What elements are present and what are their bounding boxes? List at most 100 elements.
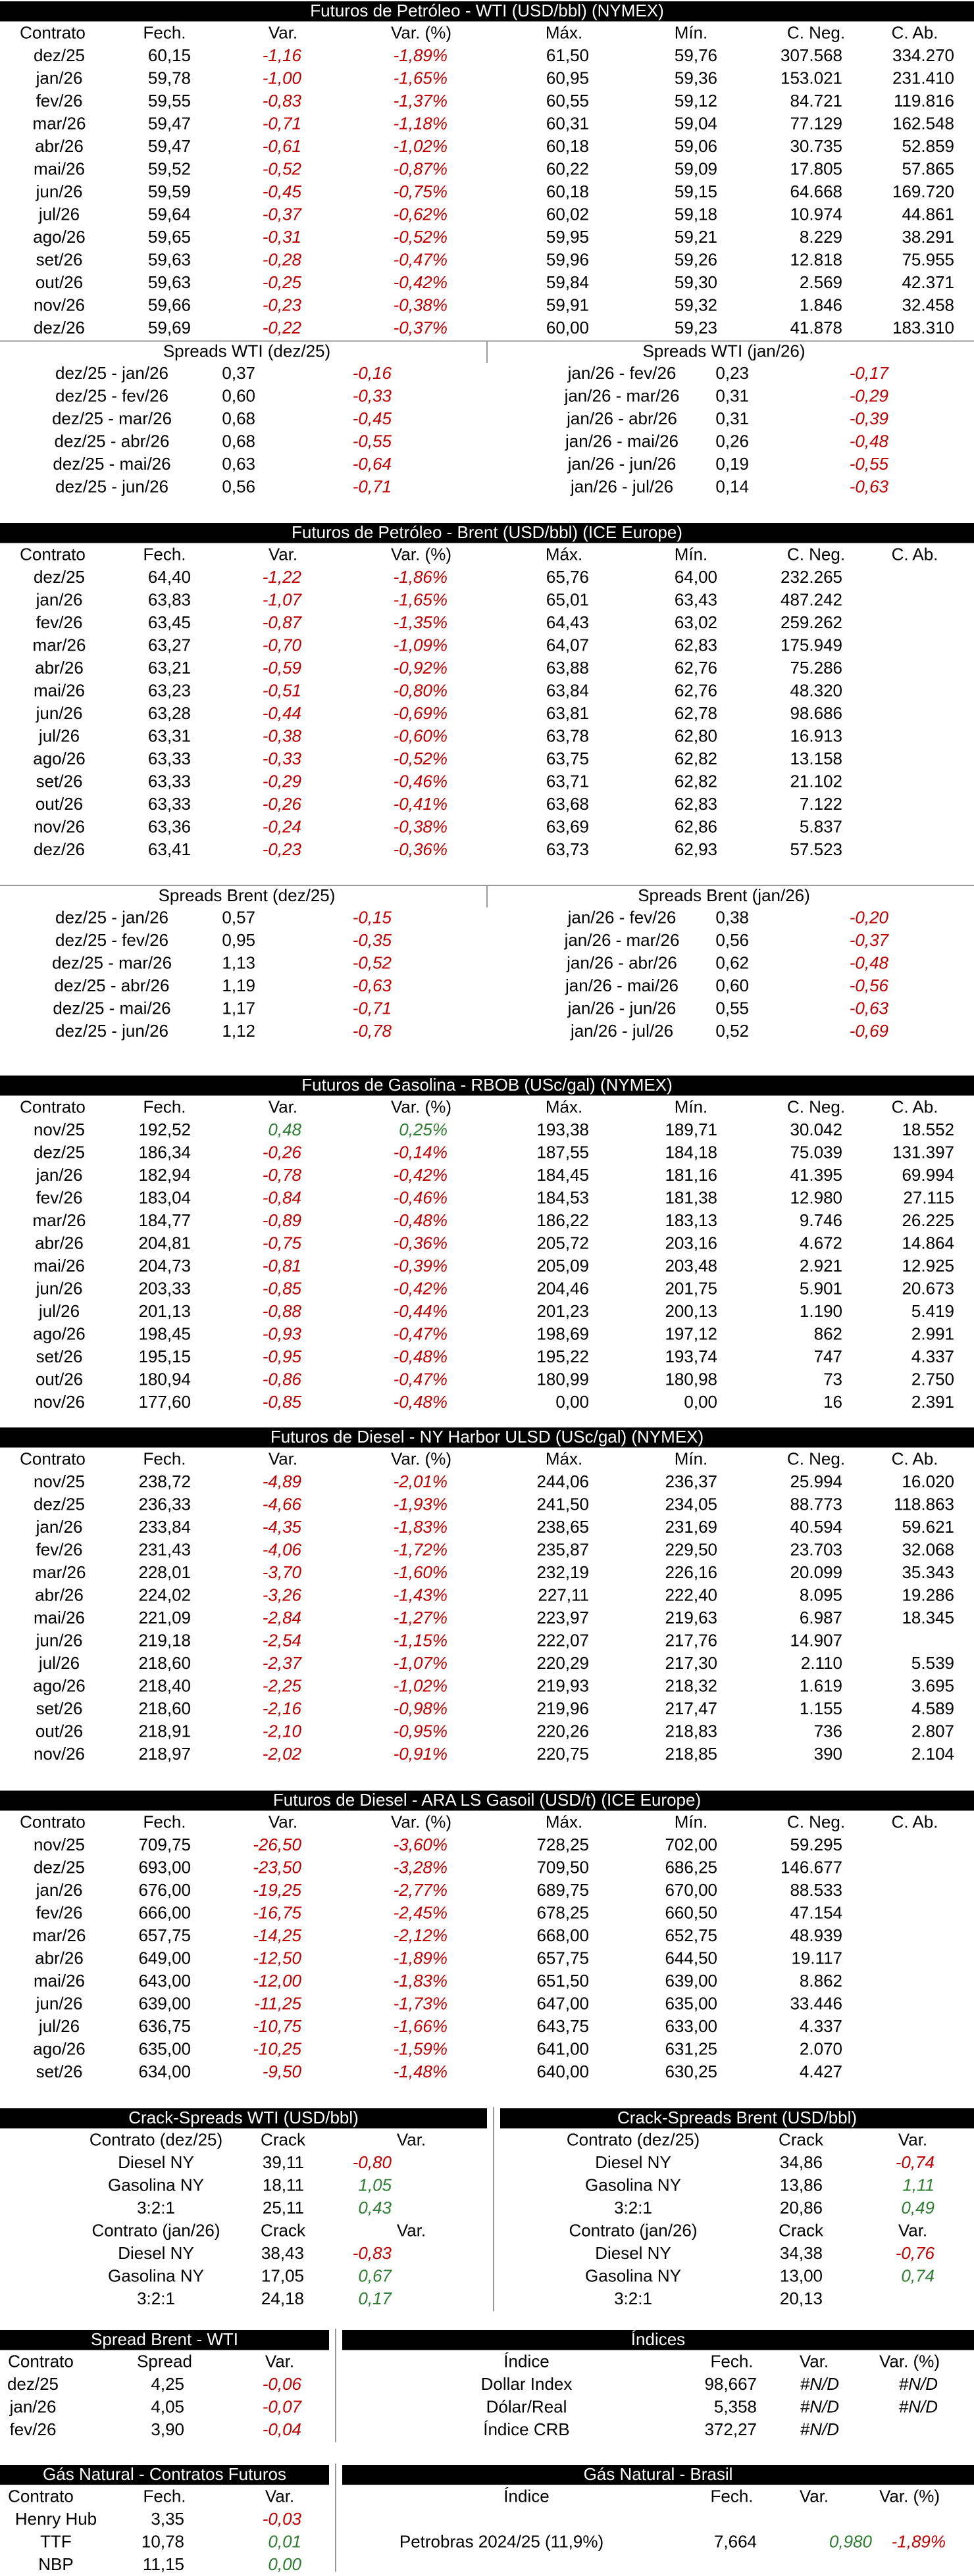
cell: 77.129 — [790, 114, 842, 134]
column-header: Índice — [503, 2352, 549, 2371]
cell: 693,00 — [138, 1858, 191, 1877]
cell: 10,78 — [141, 2532, 184, 2552]
cell: 0,63 — [222, 454, 255, 474]
cell: 62,83 — [675, 794, 717, 814]
cell: -0,31 — [263, 227, 301, 247]
cell: 3:2:1 — [614, 2198, 652, 2217]
cell: 635,00 — [665, 1994, 717, 2014]
cell: -1,83% — [394, 1517, 448, 1537]
cell: -0,45 — [353, 409, 392, 428]
cell: 59,30 — [675, 272, 717, 292]
cell: -0,14% — [394, 1143, 448, 1162]
cell: jan/26 — [36, 1517, 83, 1537]
cell: 223,97 — [536, 1608, 589, 1627]
cell: 59,26 — [675, 250, 717, 270]
cell: 63,21 — [148, 658, 191, 678]
cell: -0,69% — [394, 703, 448, 723]
column-header: Var. — [898, 2130, 927, 2150]
cell: 32.458 — [902, 295, 954, 315]
cell: -0,48% — [394, 1347, 448, 1366]
cell: 231,43 — [138, 1540, 191, 1560]
column-header: Contrato (dez/25) — [567, 2130, 700, 2150]
cell: -1,07 — [263, 590, 303, 610]
cell: 238,72 — [138, 1472, 191, 1491]
column-header: Contrato (jan/26) — [91, 2221, 220, 2241]
cell: 676,00 — [138, 1880, 191, 1900]
cell: -0,33 — [353, 386, 392, 406]
cell: jan/26 - jul/26 — [570, 1021, 673, 1041]
cell: 48.320 — [790, 681, 842, 701]
cell: -0,47% — [394, 1324, 448, 1344]
cell: -0,70 — [263, 635, 302, 655]
cell: 25,11 — [263, 2198, 304, 2217]
block-header: Spreads WTI (jan/26) — [642, 341, 805, 361]
cell: -0,64 — [353, 454, 392, 474]
cell: -0,93 — [263, 1324, 302, 1344]
cell: -1,72% — [394, 1540, 448, 1560]
cell: fev/26 — [36, 91, 83, 111]
cell: 0,37 — [222, 363, 255, 383]
cell: -0,86 — [263, 1370, 302, 1389]
cell: -0,88 — [263, 1301, 302, 1321]
cell: 59,84 — [546, 272, 589, 292]
cell: Gasolina NY — [585, 2175, 681, 2195]
cell: -0,41% — [394, 794, 448, 814]
cell: 201,13 — [138, 1301, 191, 1321]
cell: 52.859 — [902, 136, 954, 156]
cell: mai/26 — [34, 681, 85, 701]
cell: 634,00 — [138, 2062, 191, 2081]
cell: -0,22 — [263, 318, 302, 337]
cell: -0,63 — [850, 999, 889, 1018]
cell: 118.863 — [894, 1495, 954, 1514]
cell: 1,12 — [222, 1021, 255, 1041]
cell: -0,26 — [263, 1143, 302, 1162]
cell: 62,93 — [675, 839, 717, 859]
section-title: Crack-Spreads Brent (USD/bbl) — [617, 2108, 857, 2127]
cell: set/26 — [36, 2062, 83, 2081]
cell: 64,07 — [546, 635, 589, 655]
cell: -0,48% — [394, 1392, 448, 1412]
cell: 197,12 — [665, 1324, 717, 1344]
cell: -2,10 — [263, 1721, 302, 1741]
title-bar — [500, 2108, 974, 2129]
section-title: Futuros de Diesel - ARA LS Gasoil (USD/t… — [273, 1790, 701, 1810]
cell: jul/26 — [38, 2016, 80, 2036]
column-header: Crack — [261, 2221, 306, 2241]
cell: 59,76 — [675, 45, 717, 65]
cell: jan/26 — [9, 2397, 57, 2417]
cell: 146.677 — [781, 1858, 842, 1877]
cell: 184,53 — [536, 1188, 589, 1208]
section-title: Gás Natural - Contratos Futuros — [43, 2464, 286, 2484]
cell: 25.994 — [790, 1472, 842, 1491]
column-header: Fech. — [143, 1449, 186, 1469]
cell: dez/25 — [34, 45, 85, 65]
cell: jan/26 - jun/26 — [567, 454, 677, 474]
column-header: Máx. — [546, 1812, 582, 1832]
cell: 226,16 — [665, 1562, 717, 1582]
cell: -0,07 — [263, 2397, 303, 2417]
cell: -0,83 — [263, 91, 302, 111]
block-header: Spreads WTI (dez/25) — [163, 341, 330, 361]
cell: 5.419 — [911, 1301, 954, 1321]
block-header: Spreads Brent (jan/26) — [638, 885, 810, 905]
cell: 0,49 — [901, 2198, 935, 2217]
cell: 59,55 — [148, 91, 191, 111]
cell: fev/26 — [36, 1903, 83, 1923]
cell: 649,00 — [138, 1948, 191, 1968]
cell: 62,83 — [675, 635, 717, 655]
cell: 34,38 — [780, 2243, 823, 2263]
cell: set/26 — [36, 1347, 83, 1366]
title-bar — [0, 1427, 974, 1448]
cell: 60,18 — [546, 136, 589, 156]
cell: -0,25 — [263, 272, 302, 292]
cell: 16.913 — [790, 726, 842, 746]
cell: 1,17 — [222, 999, 255, 1018]
cell: 63,81 — [546, 703, 589, 723]
cell: 2.110 — [801, 1653, 842, 1673]
column-header: Var. — [269, 1812, 297, 1832]
cell: nov/25 — [34, 1472, 85, 1491]
cell: -0,55 — [353, 432, 392, 451]
cell: -0,20 — [850, 908, 889, 928]
cell: jun/26 — [36, 182, 83, 201]
